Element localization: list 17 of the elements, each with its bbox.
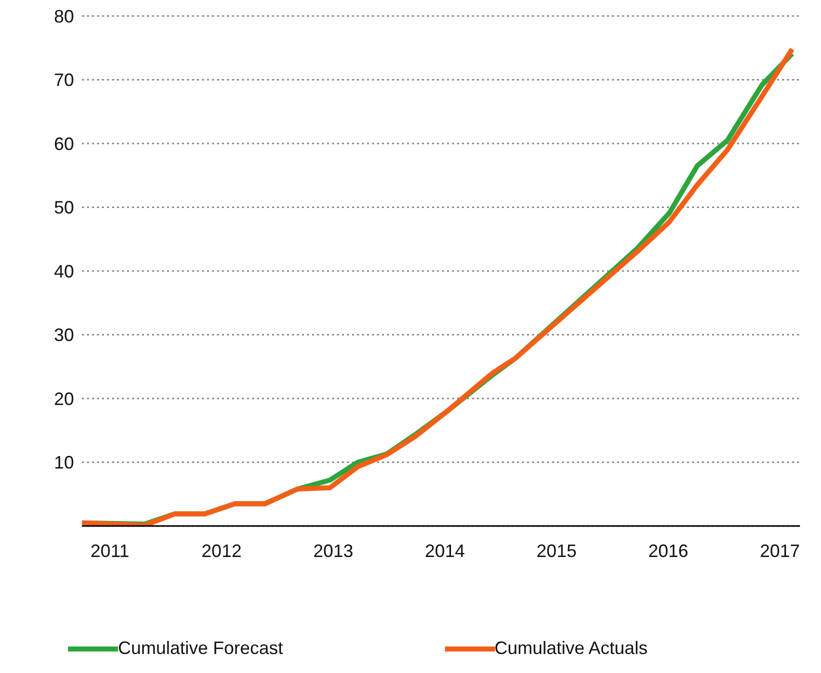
y-tick-label: 60 xyxy=(54,134,74,154)
x-tick-label: 2015 xyxy=(536,540,577,561)
x-tick-label: 2013 xyxy=(313,540,354,561)
y-tick-label: 40 xyxy=(54,261,74,282)
y-tick-label: 80 xyxy=(54,6,74,26)
legend-label: Cumulative Actuals xyxy=(494,638,648,659)
legend-label: Cumulative Forecast xyxy=(118,638,284,659)
x-tick-label: 2012 xyxy=(202,540,242,561)
x-tick-label: 2017 xyxy=(760,540,800,561)
y-tick-label: 30 xyxy=(54,325,74,346)
y-tick-label: 20 xyxy=(54,388,74,409)
y-tick-label: 70 xyxy=(54,70,74,90)
x-tick-label: 2011 xyxy=(90,540,130,561)
x-tick-label: 2016 xyxy=(648,540,688,561)
y-tick-label: 10 xyxy=(54,452,74,473)
x-tick-label: 2014 xyxy=(424,540,465,561)
y-tick-label: 50 xyxy=(54,198,74,218)
